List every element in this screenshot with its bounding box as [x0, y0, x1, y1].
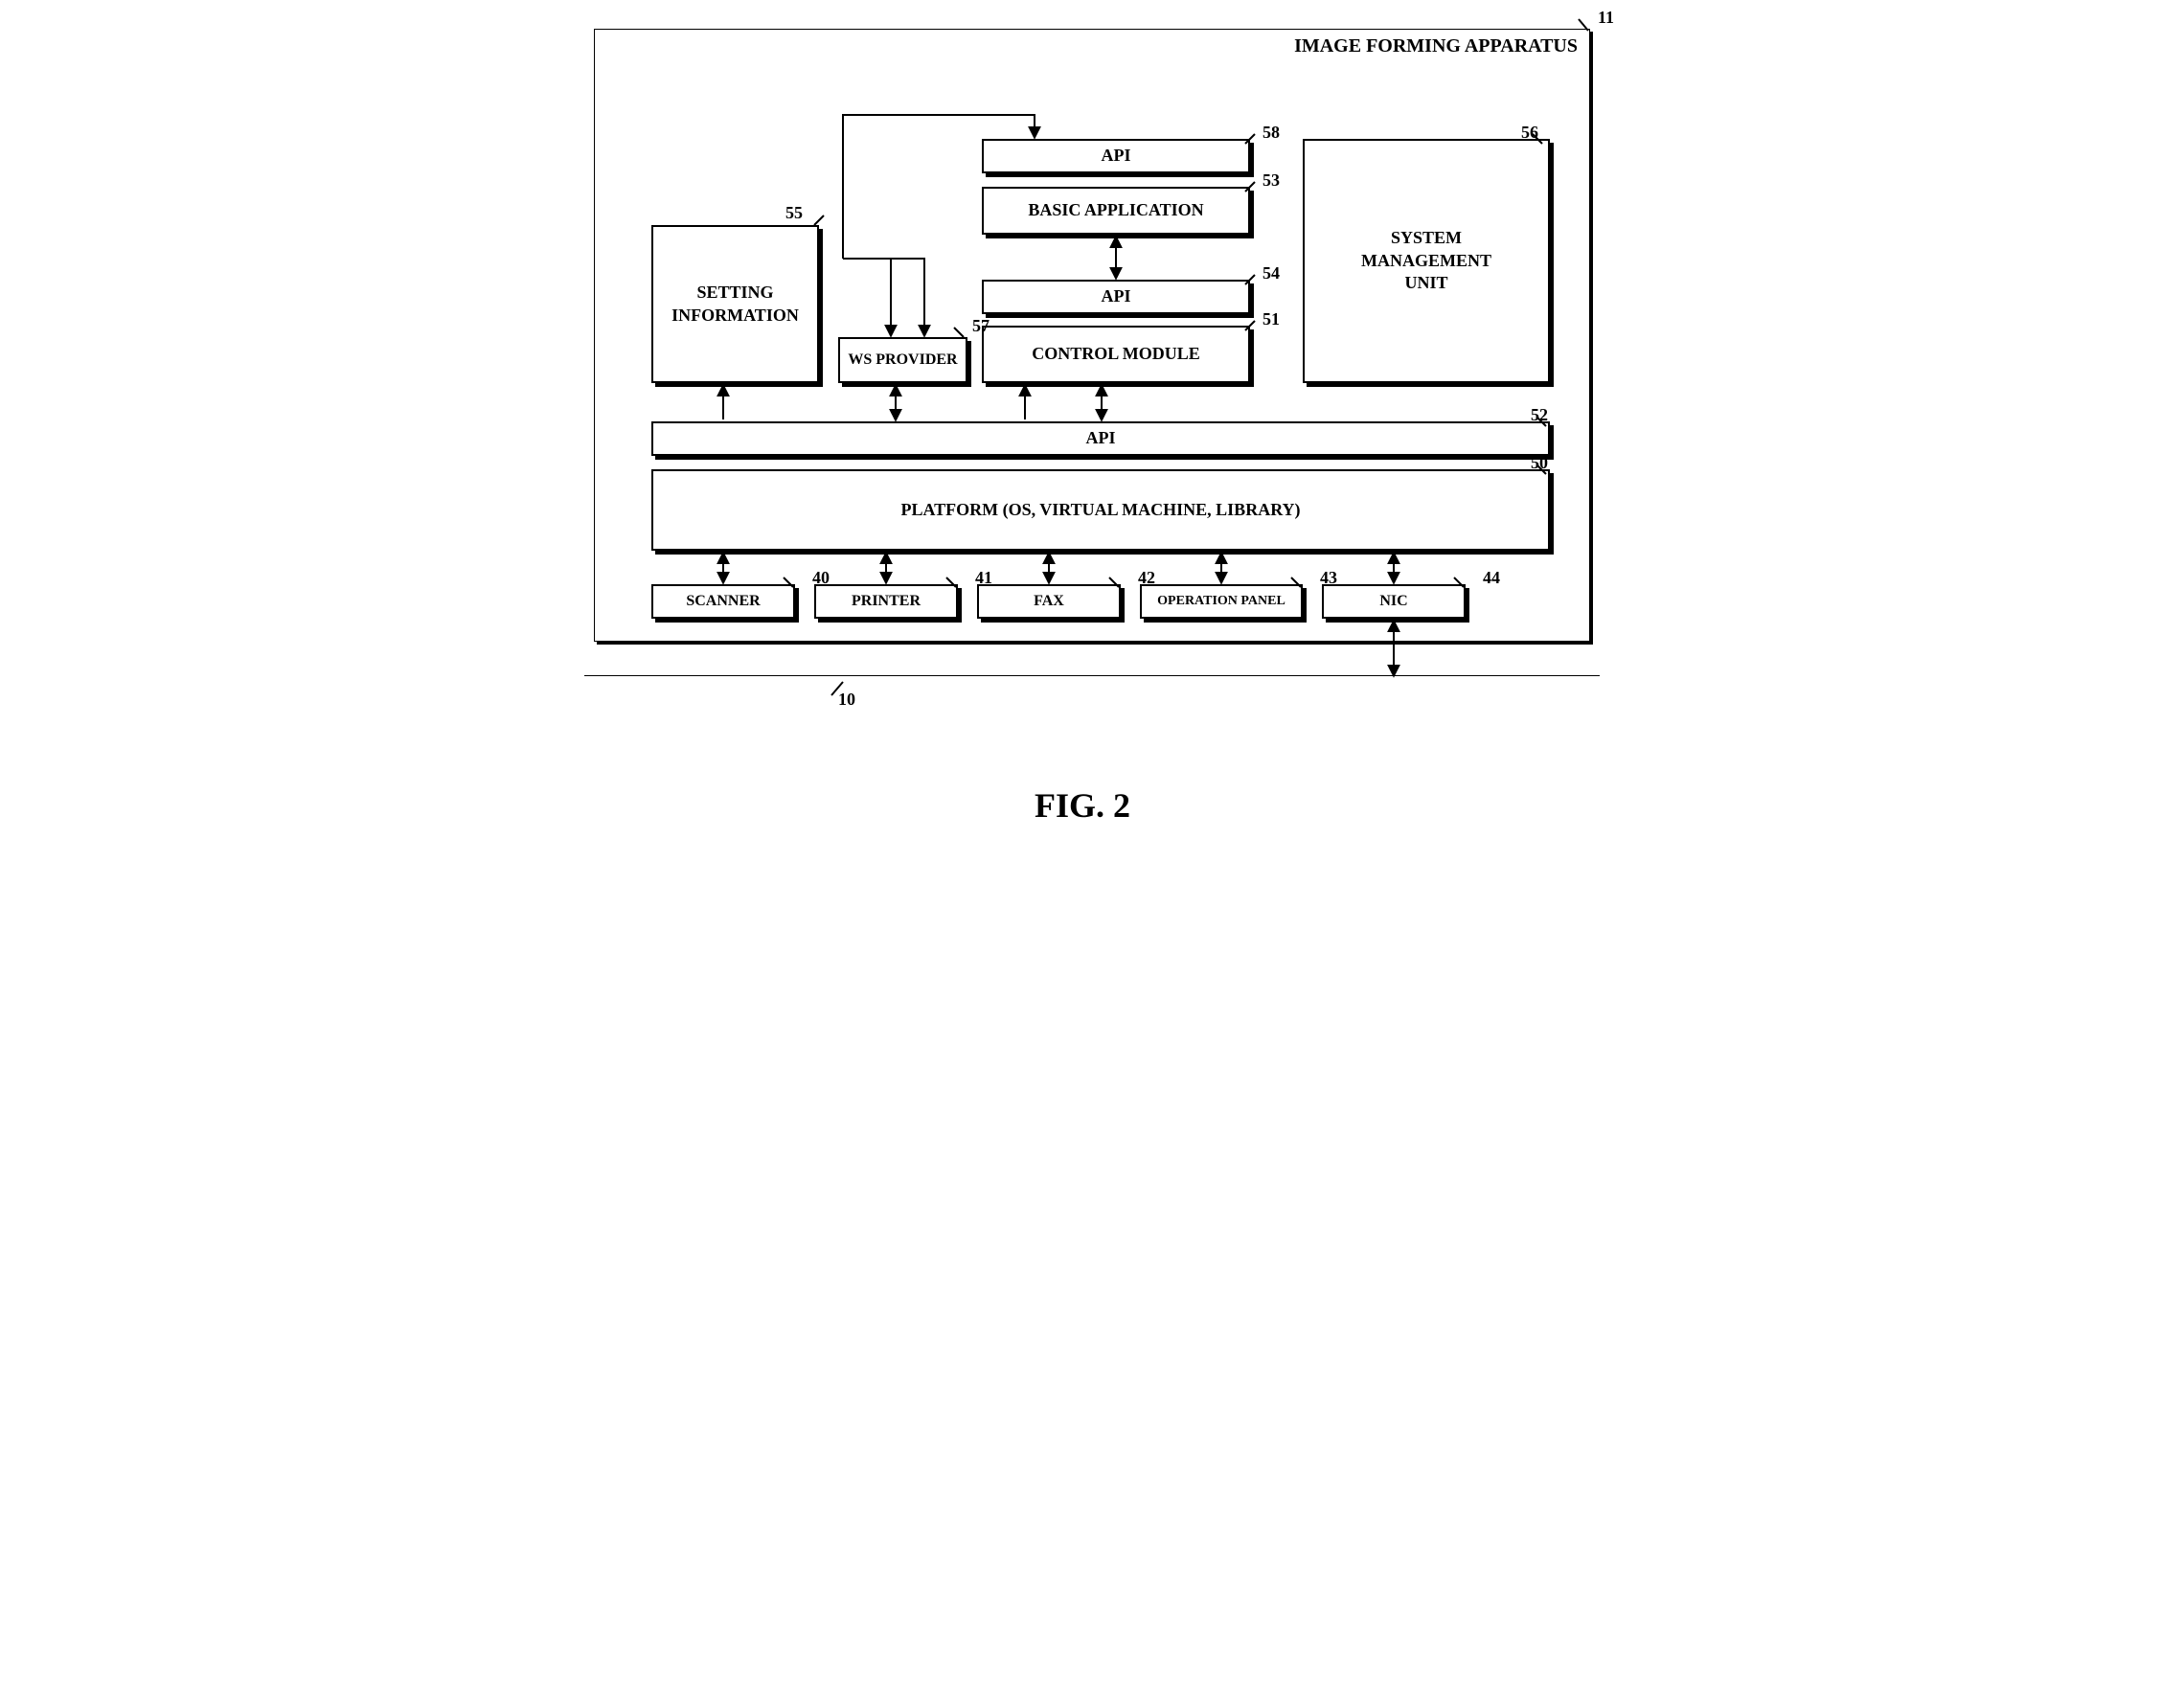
outer-title: IMAGE FORMING APPARATUS: [1294, 35, 1578, 57]
ref-control-module: 51: [1263, 309, 1280, 329]
box-operation-panel: OPERATION PANEL: [1140, 584, 1303, 619]
ref-op-panel: 43: [1320, 568, 1337, 588]
ref-api-full: 52: [1531, 405, 1548, 425]
ref-scanner: 40: [812, 568, 830, 588]
box-nic: NIC: [1322, 584, 1466, 619]
ref-basic-app: 53: [1263, 170, 1280, 191]
ref-sys-mgmt: 56: [1521, 123, 1538, 143]
ref-nic: 44: [1483, 568, 1500, 588]
ref-fax: 42: [1138, 568, 1155, 588]
ref-printer: 41: [975, 568, 992, 588]
box-api-top: API: [982, 139, 1250, 173]
ref-setting-info: 55: [785, 203, 803, 223]
box-system-management-unit: SYSTEM MANAGEMENT UNIT: [1303, 139, 1550, 383]
ref-api-top: 58: [1263, 123, 1280, 143]
box-fax: FAX: [977, 584, 1121, 619]
box-control-module: CONTROL MODULE: [982, 326, 1250, 383]
ref-platform: 50: [1531, 453, 1548, 473]
diagram-canvas: IMAGE FORMING APPARATUS SETTING INFORMAT…: [517, 0, 1667, 895]
box-setting-information: SETTING INFORMATION: [651, 225, 819, 383]
box-api-full: API: [651, 421, 1550, 456]
box-scanner: SCANNER: [651, 584, 795, 619]
network-line: [584, 675, 1600, 676]
box-basic-application: BASIC APPLICATION: [982, 187, 1250, 235]
box-ws-provider: WS PROVIDER: [838, 337, 967, 383]
ref-network: 10: [838, 690, 855, 710]
ref-outer: 11: [1598, 8, 1614, 28]
box-printer: PRINTER: [814, 584, 958, 619]
figure-caption: FIG. 2: [1035, 785, 1130, 826]
ref-api-mid: 54: [1263, 263, 1280, 283]
ref-ws-provider: 57: [972, 316, 990, 336]
box-api-mid: API: [982, 280, 1250, 314]
box-platform: PLATFORM (OS, VIRTUAL MACHINE, LIBRARY): [651, 469, 1550, 551]
